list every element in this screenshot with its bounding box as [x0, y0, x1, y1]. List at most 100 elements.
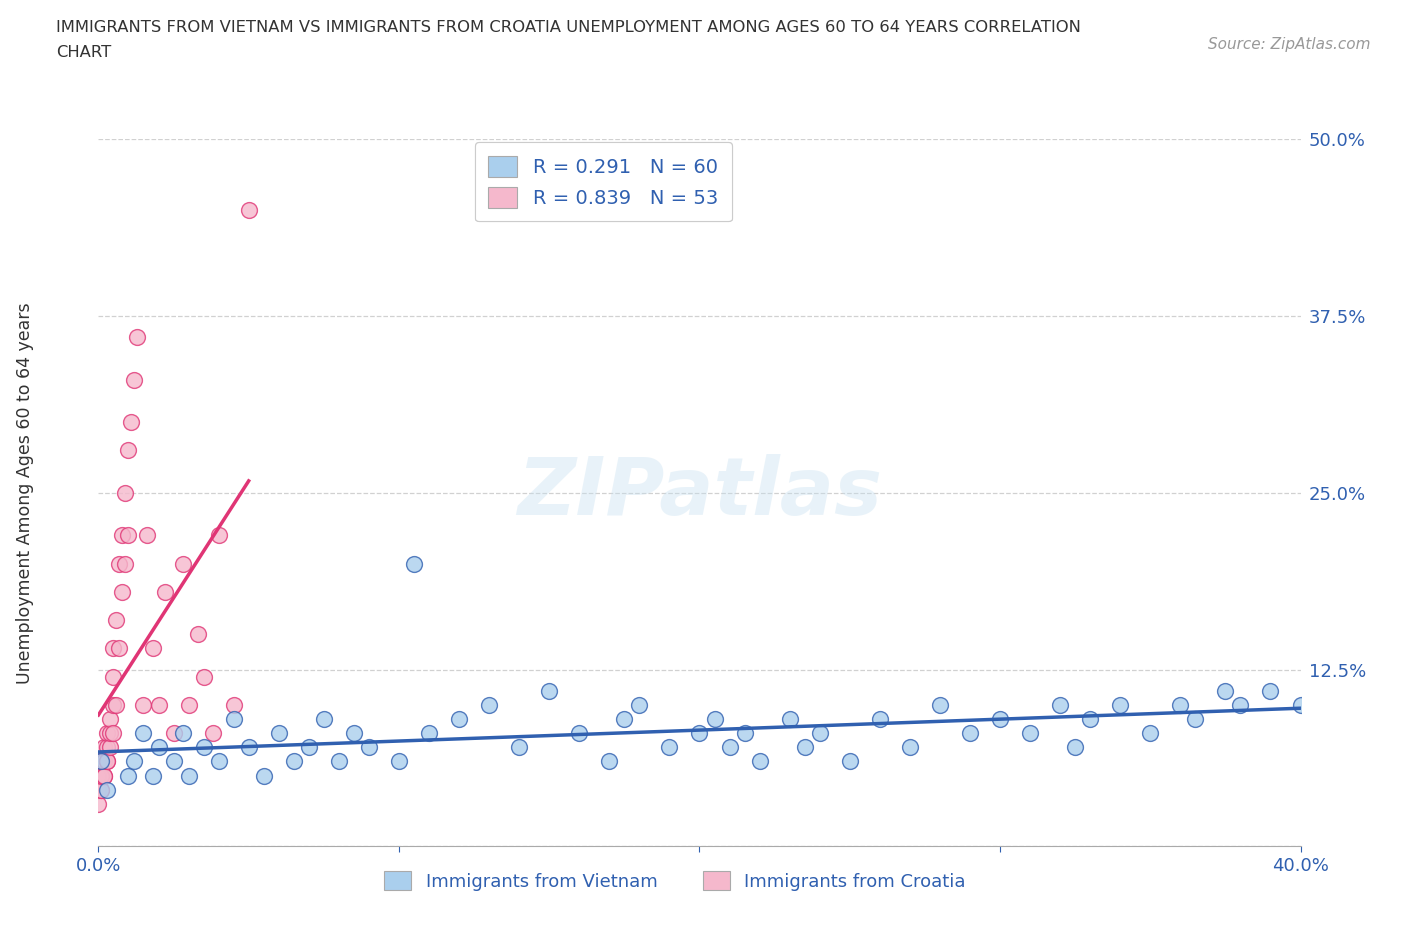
Point — [90, 782, 112, 797]
Point — [96, 754, 118, 769]
Point — [177, 698, 200, 712]
Point — [114, 556, 136, 571]
Point — [238, 203, 260, 218]
Point — [1184, 711, 1206, 726]
Point — [90, 768, 112, 783]
Point — [111, 584, 134, 599]
Point — [108, 556, 131, 571]
Point — [103, 641, 125, 656]
Point — [132, 725, 155, 740]
Point — [93, 768, 115, 783]
Point — [148, 698, 170, 712]
Point — [869, 711, 891, 726]
Point — [93, 768, 115, 783]
Point — [162, 754, 184, 769]
Point — [357, 740, 380, 755]
Point — [87, 782, 110, 797]
Point — [96, 740, 118, 755]
Point — [328, 754, 350, 769]
Point — [100, 725, 122, 740]
Point — [613, 711, 636, 726]
Point — [87, 768, 110, 783]
Legend: Immigrants from Vietnam, Immigrants from Croatia: Immigrants from Vietnam, Immigrants from… — [377, 863, 973, 897]
Point — [87, 768, 110, 783]
Point — [100, 711, 122, 726]
Point — [283, 754, 305, 769]
Point — [117, 768, 139, 783]
Point — [1260, 684, 1282, 698]
Point — [402, 556, 425, 571]
Point — [111, 528, 134, 543]
Point — [538, 684, 561, 698]
Point — [1170, 698, 1192, 712]
Point — [105, 613, 128, 628]
Point — [568, 725, 591, 740]
Point — [105, 698, 128, 712]
Point — [1229, 698, 1251, 712]
Point — [90, 754, 112, 769]
Point — [1289, 698, 1312, 712]
Point — [187, 627, 209, 642]
Point — [598, 754, 620, 769]
Point — [1139, 725, 1161, 740]
Point — [779, 711, 801, 726]
Point — [1019, 725, 1042, 740]
Text: IMMIGRANTS FROM VIETNAM VS IMMIGRANTS FROM CROATIA UNEMPLOYMENT AMONG AGES 60 TO: IMMIGRANTS FROM VIETNAM VS IMMIGRANTS FR… — [56, 20, 1081, 35]
Point — [141, 641, 163, 656]
Point — [238, 740, 260, 755]
Point — [114, 485, 136, 500]
Point — [508, 740, 530, 755]
Point — [312, 711, 335, 726]
Point — [96, 782, 118, 797]
Point — [208, 528, 231, 543]
Point — [132, 698, 155, 712]
Point — [87, 796, 110, 811]
Point — [628, 698, 651, 712]
Point — [388, 754, 411, 769]
Point — [929, 698, 952, 712]
Point — [418, 725, 440, 740]
Point — [135, 528, 157, 543]
Point — [1049, 698, 1071, 712]
Point — [193, 670, 215, 684]
Point — [1064, 740, 1087, 755]
Point — [734, 725, 756, 740]
Point — [193, 740, 215, 755]
Point — [100, 740, 122, 755]
Point — [793, 740, 815, 755]
Point — [93, 740, 115, 755]
Legend: R = 0.291   N = 60, R = 0.839   N = 53: R = 0.291 N = 60, R = 0.839 N = 53 — [475, 142, 733, 221]
Point — [124, 754, 146, 769]
Point — [222, 711, 245, 726]
Point — [703, 711, 725, 726]
Point — [148, 740, 170, 755]
Point — [208, 754, 231, 769]
Point — [898, 740, 921, 755]
Point — [103, 725, 125, 740]
Text: ZIPatlas: ZIPatlas — [517, 454, 882, 532]
Point — [177, 768, 200, 783]
Point — [201, 725, 224, 740]
Point — [90, 754, 112, 769]
Point — [87, 754, 110, 769]
Point — [808, 725, 831, 740]
Point — [117, 443, 139, 458]
Point — [103, 670, 125, 684]
Point — [153, 584, 176, 599]
Point — [87, 782, 110, 797]
Point — [688, 725, 710, 740]
Text: Source: ZipAtlas.com: Source: ZipAtlas.com — [1208, 37, 1371, 52]
Text: CHART: CHART — [56, 45, 111, 60]
Point — [93, 754, 115, 769]
Point — [1215, 684, 1237, 698]
Point — [478, 698, 501, 712]
Point — [172, 556, 194, 571]
Point — [96, 725, 118, 740]
Point — [117, 528, 139, 543]
Point — [959, 725, 981, 740]
Point — [90, 768, 112, 783]
Point — [121, 415, 143, 430]
Point — [838, 754, 860, 769]
Point — [222, 698, 245, 712]
Point — [298, 740, 321, 755]
